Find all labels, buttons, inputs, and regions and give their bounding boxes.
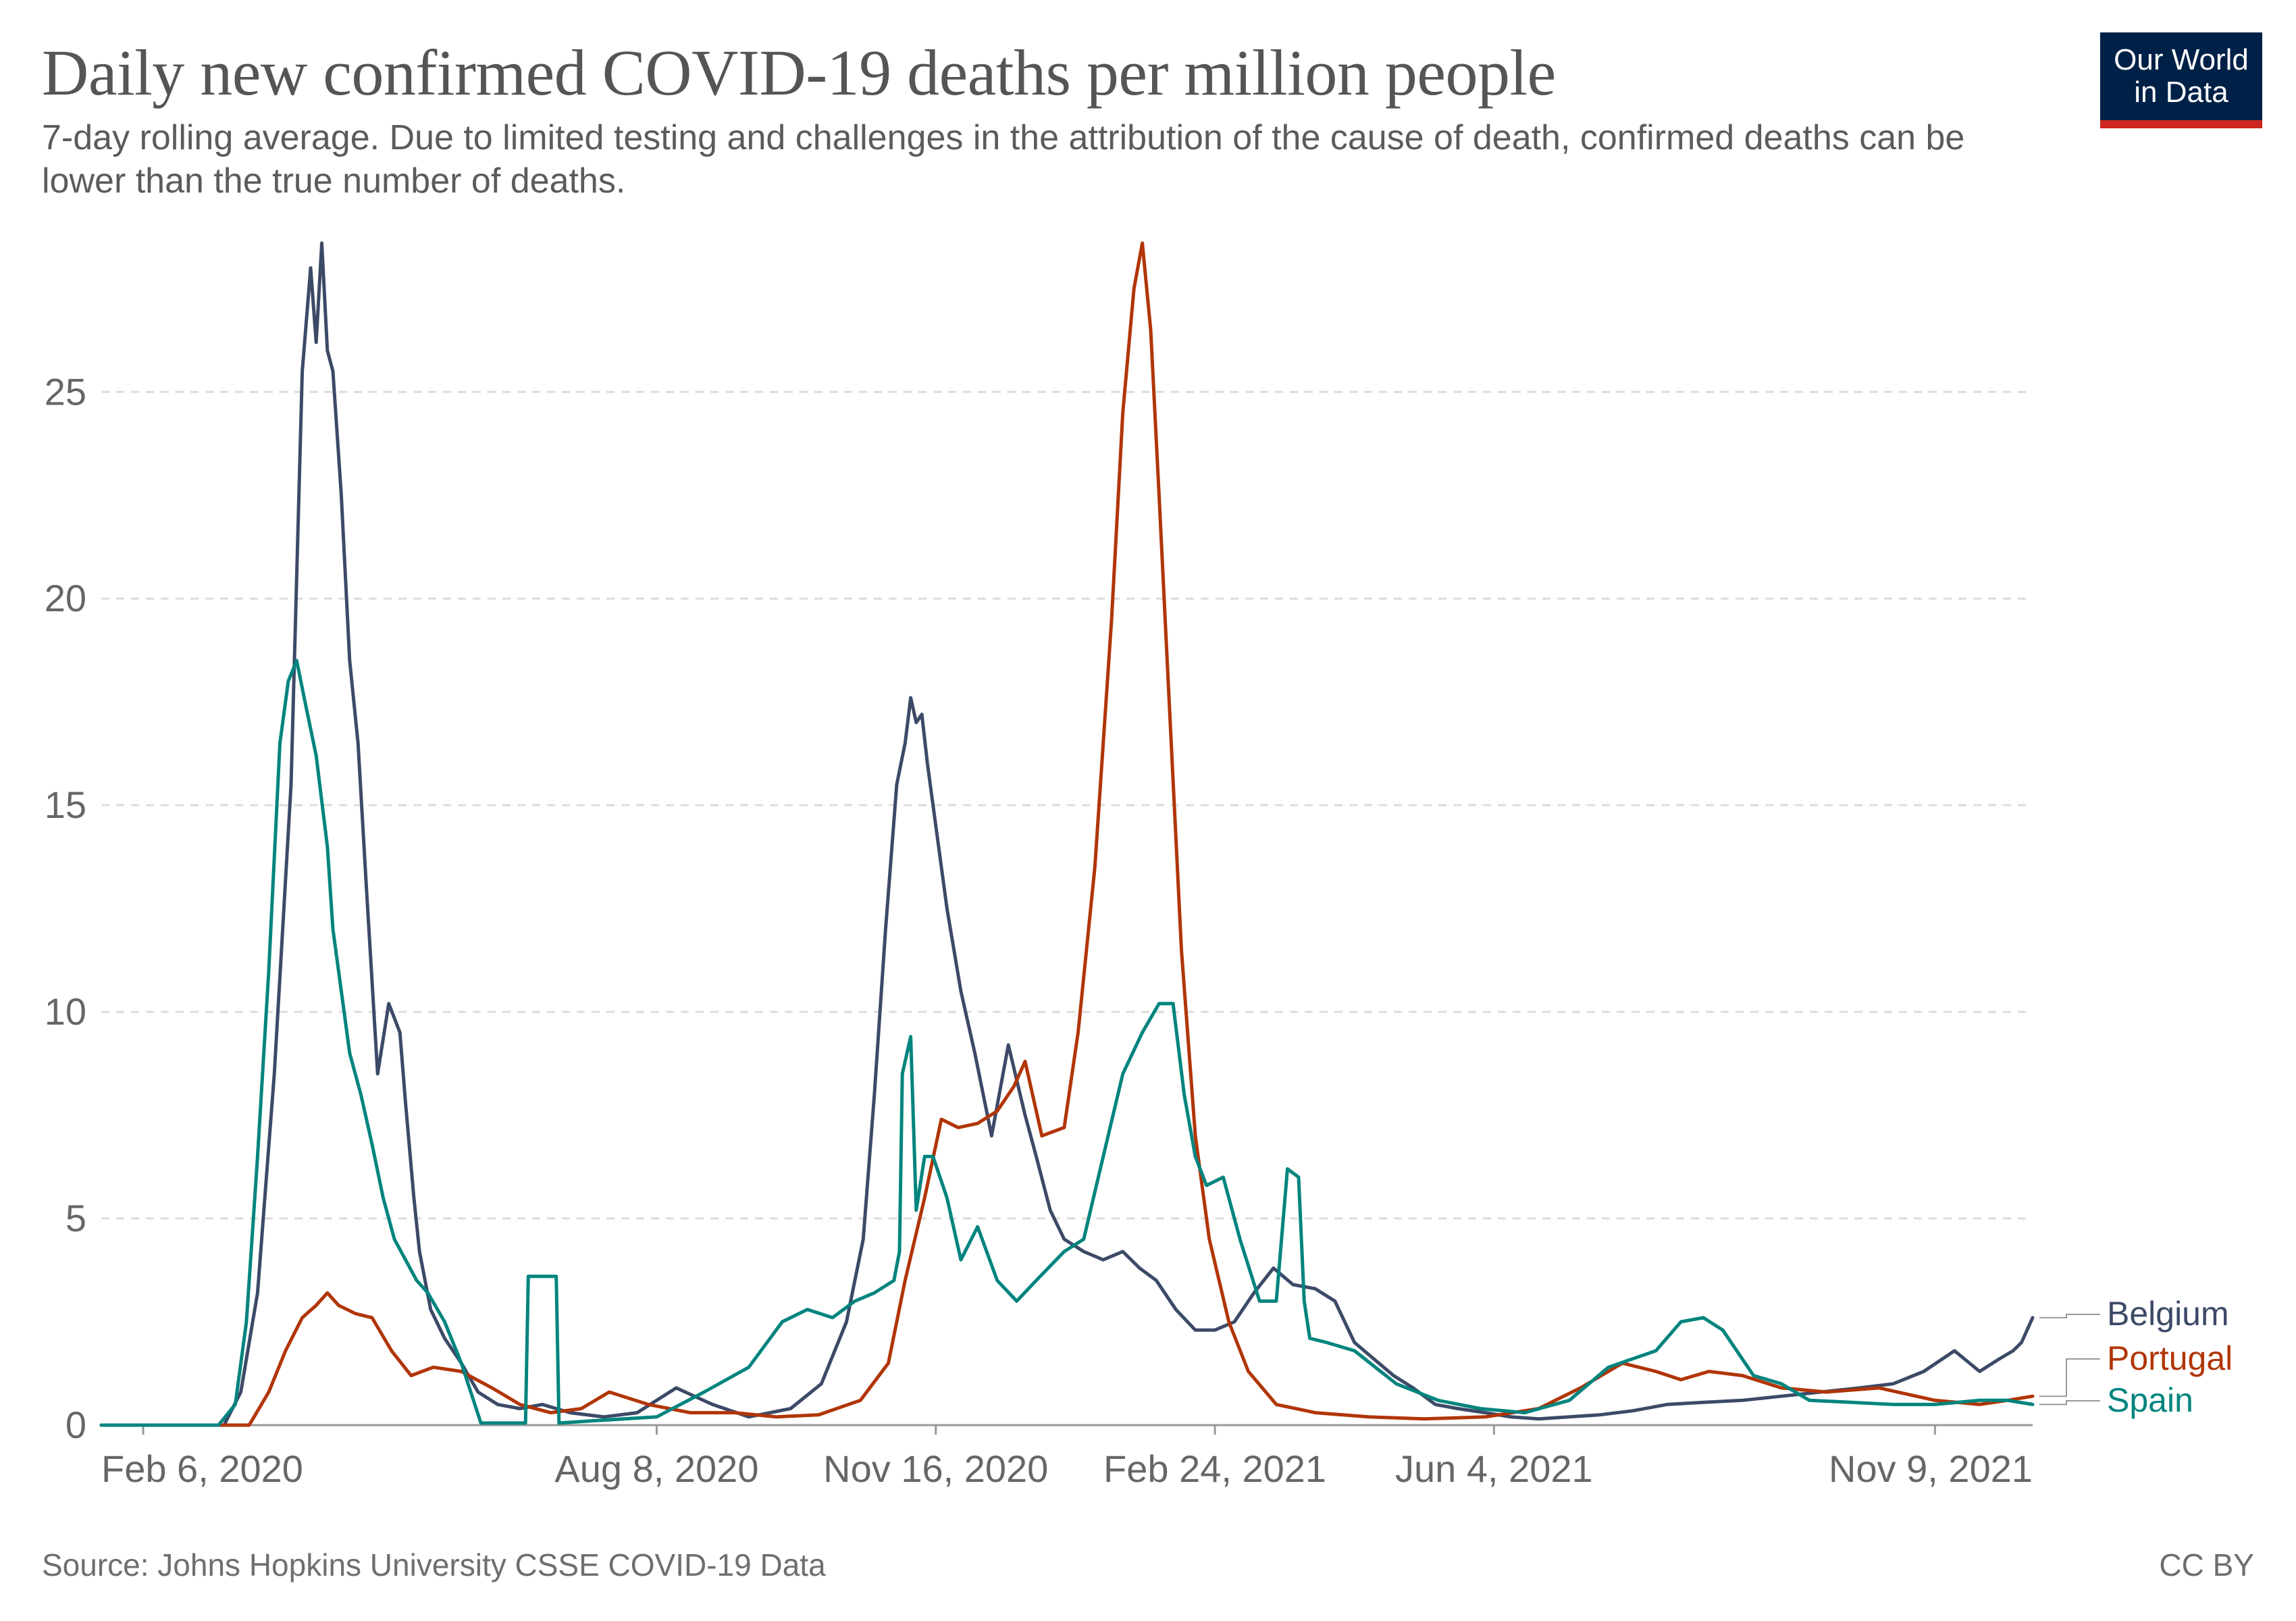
series-line-belgium[interactable] [99,241,2035,1427]
source-note[interactable]: Source: Johns Hopkins University CSSE CO… [42,1547,826,1583]
series-label-belgium[interactable]: Belgium [2107,1295,2229,1333]
owid-logo[interactable]: Our World in Data [2100,32,2262,128]
series-line-portugal[interactable] [99,241,2035,1427]
y-tick-label: 20 [45,577,86,619]
x-tick-label: Nov 9, 2021 [1829,1447,2033,1490]
y-tick-label: 10 [45,990,86,1033]
label-connector [2039,1358,2100,1397]
x-tick-label: Feb 6, 2020 [101,1447,303,1490]
y-axis: 0 5 10 15 20 25 [45,370,86,1446]
label-connector [2039,1400,2100,1406]
y-tick-label: 5 [66,1197,86,1239]
series-lines [99,241,2035,1427]
logo-line-2: in Data [2134,76,2228,109]
chart-subtitle: 7-day rolling average. Due to limited te… [42,118,1965,201]
y-tick-label: 25 [45,370,86,413]
x-tick-label: Nov 16, 2020 [823,1447,1048,1490]
license-note[interactable]: CC BY [2159,1547,2254,1583]
series-line-spain[interactable] [99,659,2035,1427]
logo-line-1: Our World [2114,43,2249,76]
series-labels: Belgium Portugal Spain [2039,1295,2233,1419]
x-axis: Feb 6, 2020 Aug 8, 2020 Nov 16, 2020 Feb 24… [101,1424,2033,1490]
label-connector [2039,1314,2100,1318]
y-tick-label: 0 [66,1404,86,1446]
x-tick-label: Jun 4, 2021 [1395,1447,1593,1490]
series-label-portugal[interactable]: Portugal [2107,1339,2233,1377]
series-label-spain[interactable]: Spain [2107,1381,2193,1419]
chart-title: Daily new confirmed COVID-19 deaths per … [42,36,1556,109]
x-tick-label: Feb 24, 2021 [1103,1447,1326,1490]
x-tick-label: Aug 8, 2020 [554,1447,758,1490]
y-tick-label: 15 [45,783,86,826]
gridlines [101,390,2033,1220]
